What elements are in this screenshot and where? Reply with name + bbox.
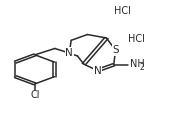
Text: Cl: Cl bbox=[30, 90, 40, 100]
Text: N: N bbox=[93, 66, 101, 76]
Text: S: S bbox=[112, 45, 119, 55]
Text: NH: NH bbox=[130, 59, 145, 69]
Text: 2: 2 bbox=[140, 63, 145, 72]
Text: HCl: HCl bbox=[114, 6, 131, 16]
Text: HCl: HCl bbox=[128, 34, 145, 44]
Text: N: N bbox=[66, 48, 73, 58]
